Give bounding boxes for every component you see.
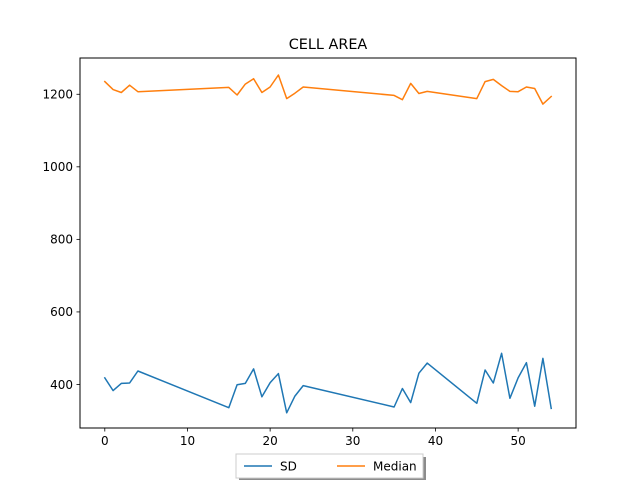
x-tick-label: 40 xyxy=(428,434,443,448)
x-tick-label: 30 xyxy=(345,434,360,448)
series-line-sd xyxy=(103,352,553,414)
series-line-median xyxy=(103,74,553,105)
y-tick-label: 1200 xyxy=(42,88,73,102)
legend-label-median: Median xyxy=(373,459,417,473)
plot-lines xyxy=(103,74,553,414)
x-tick-label: 0 xyxy=(101,434,109,448)
x-axis-ticks: 0 10 20 30 40 50 xyxy=(101,428,526,448)
y-tick-label: 600 xyxy=(50,305,73,319)
legend-label-sd: SD xyxy=(280,459,297,473)
x-tick-label: 10 xyxy=(180,434,195,448)
chart-title: CELL AREA xyxy=(289,37,368,53)
y-tick-label: 800 xyxy=(50,233,73,247)
legend: SD Median xyxy=(235,453,426,481)
y-tick-label: 400 xyxy=(50,378,73,392)
axes-frame xyxy=(79,57,577,429)
y-axis-ticks: 400 600 800 1000 1200 xyxy=(42,88,80,392)
x-tick-label: 50 xyxy=(510,434,525,448)
y-tick-label: 1000 xyxy=(42,160,73,174)
x-tick-label: 20 xyxy=(262,434,277,448)
